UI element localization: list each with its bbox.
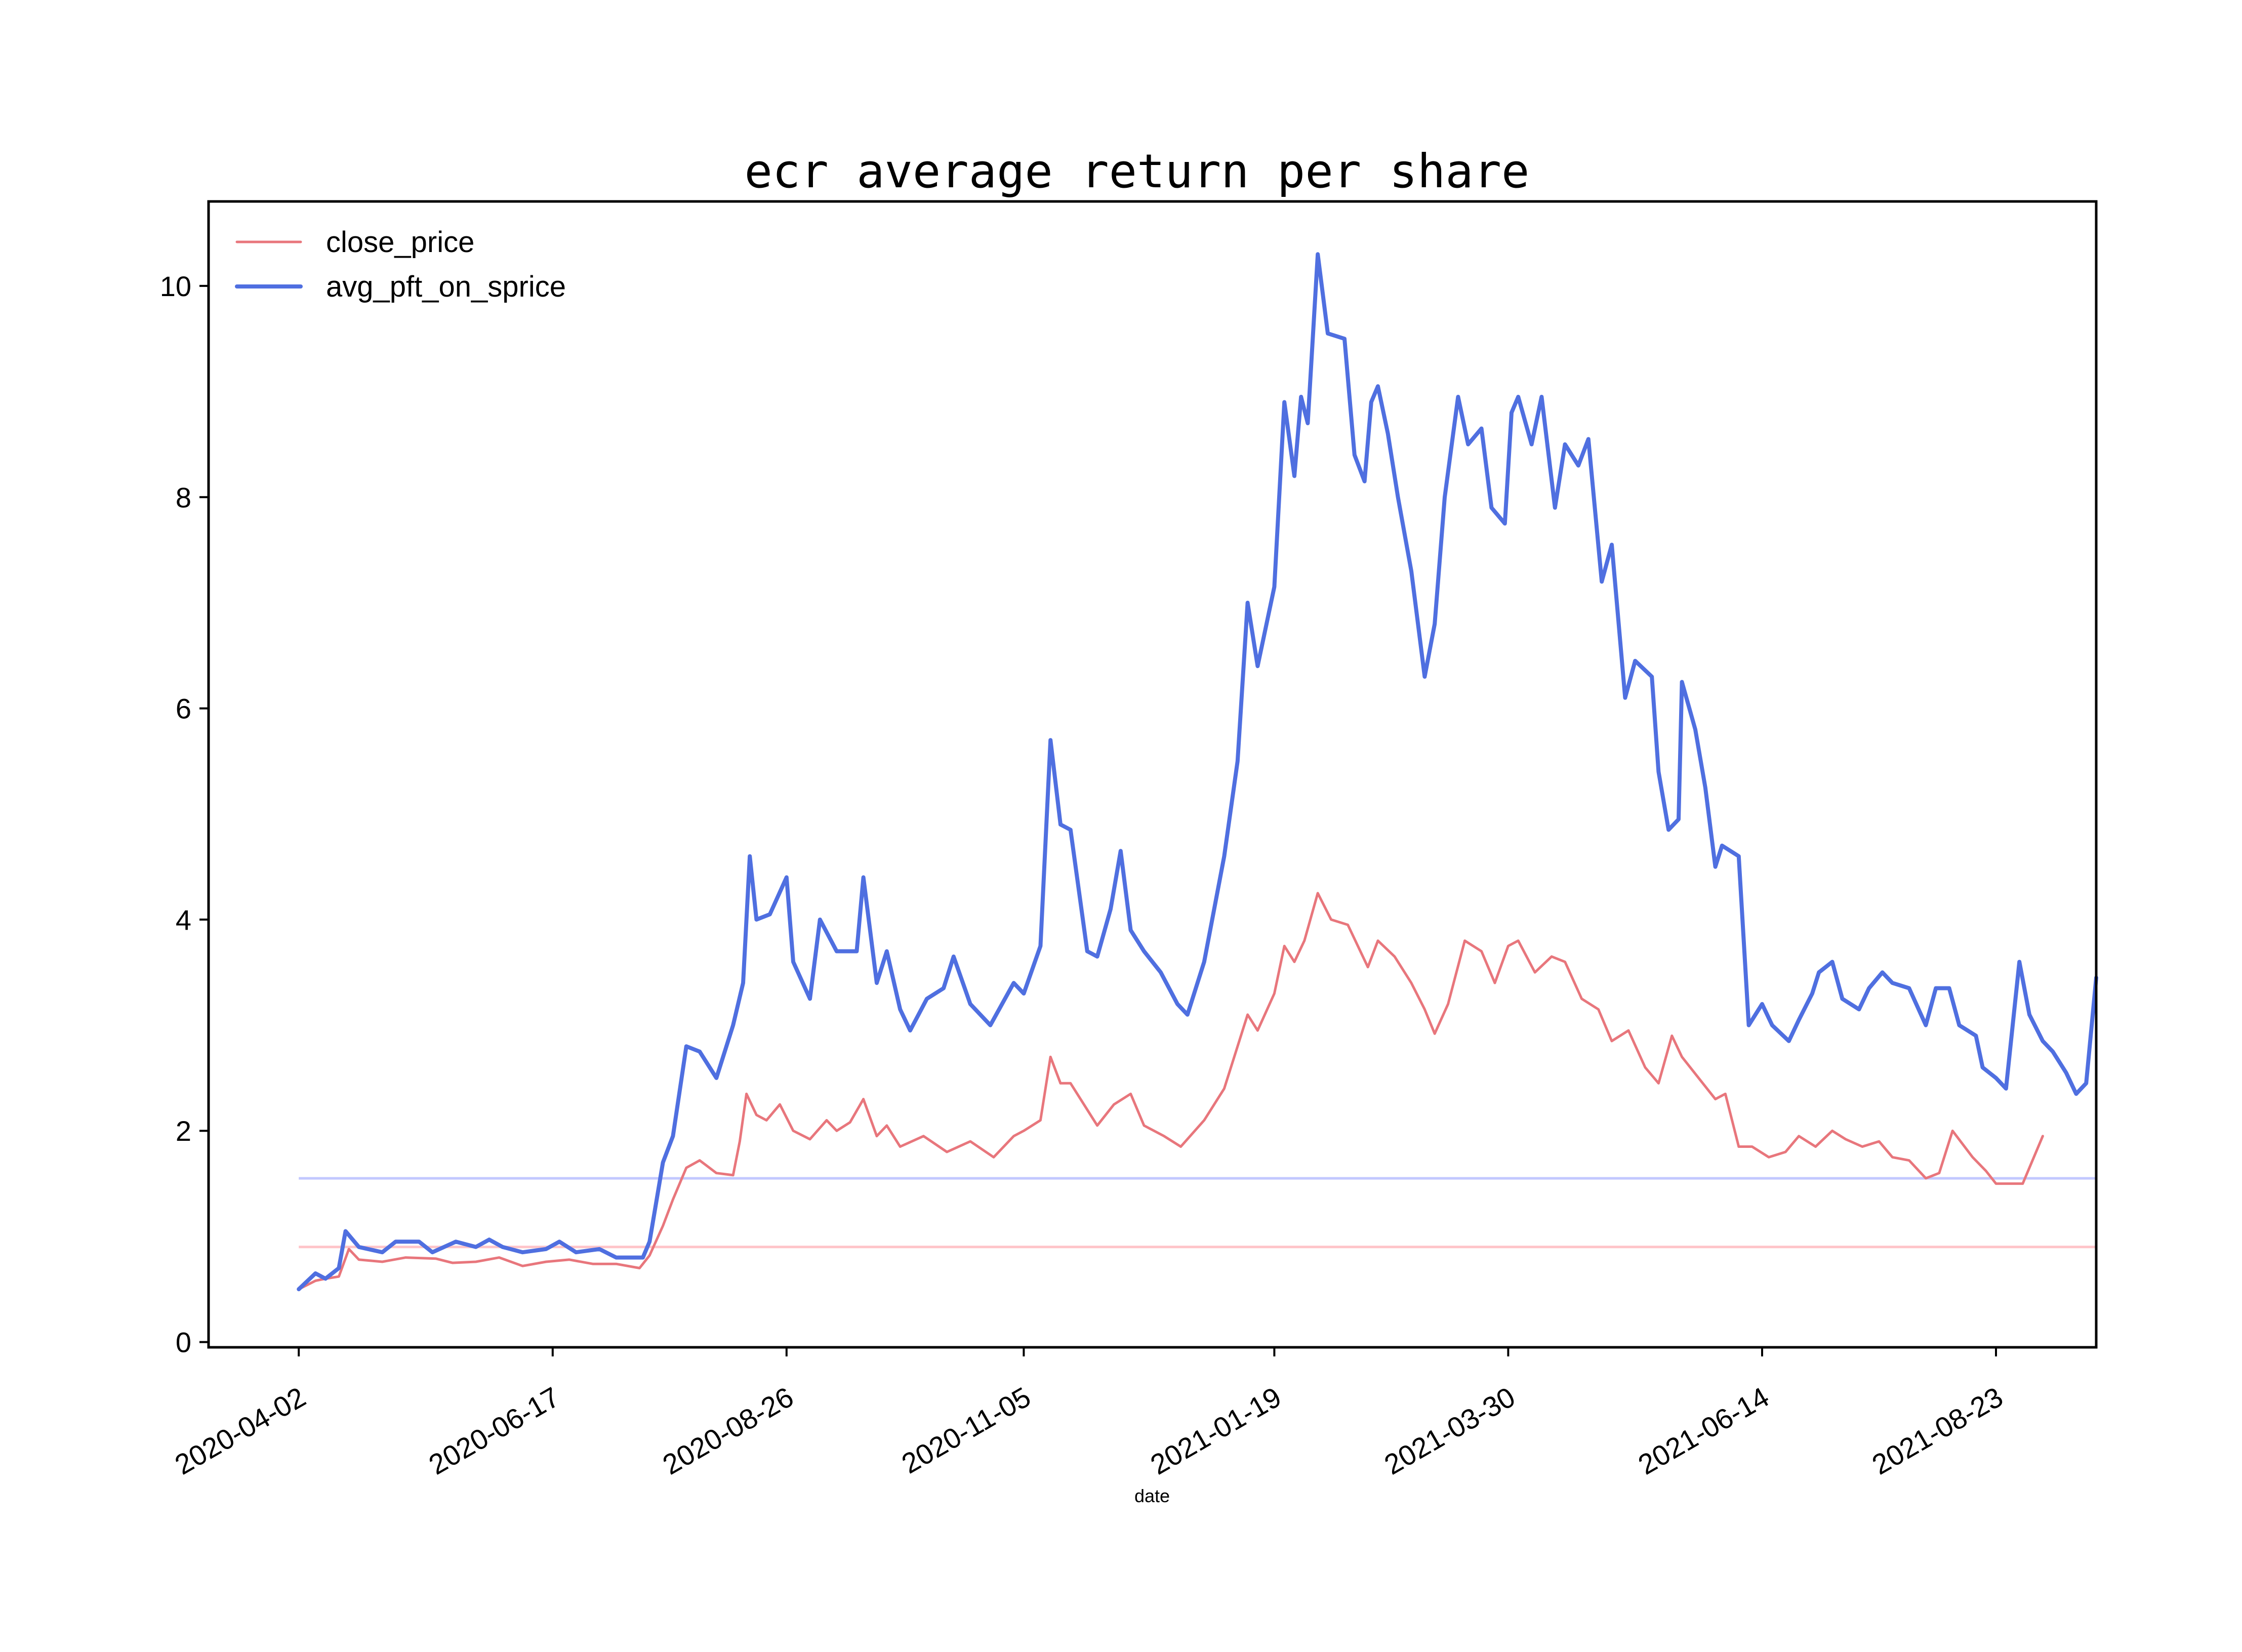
- reference-lines: [299, 1177, 2096, 1249]
- plot-area-frame: [207, 200, 2098, 1349]
- y-tick-label: 10: [160, 270, 191, 302]
- y-tick-label: 6: [176, 693, 191, 725]
- y-tick-label: 2: [176, 1115, 191, 1147]
- y-tick-label: 4: [176, 904, 191, 936]
- chart-title: ecr average return per share: [745, 144, 1530, 198]
- legend-label-avg_pft_on_sprice: avg_pft_on_sprice: [326, 270, 566, 303]
- legend-label-close_price: close_price: [326, 226, 474, 259]
- series-line-avg_pft_on_sprice: [297, 252, 2098, 1292]
- series-lines: [297, 252, 2098, 1292]
- legend: close_price avg_pft_on_sprice: [235, 226, 566, 303]
- y-tick-label: 0: [176, 1327, 191, 1358]
- y-axis: 0 2 4 6 8 10: [160, 270, 209, 1358]
- series-line-close_price: [297, 892, 2044, 1291]
- y-tick-label: 8: [176, 481, 191, 513]
- x-axis-label: date: [1134, 1485, 1170, 1506]
